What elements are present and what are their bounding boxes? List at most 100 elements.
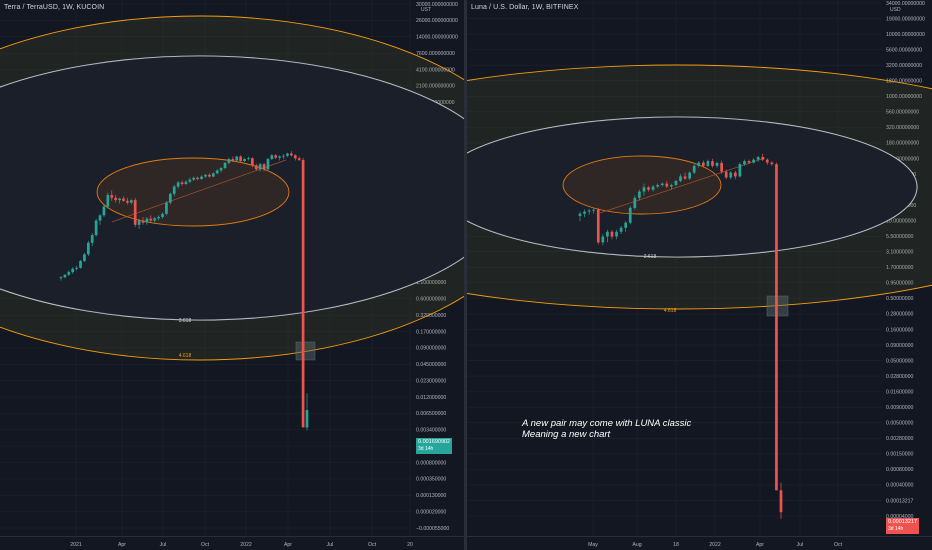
y-axis-tick-label: 1000.00000000 — [886, 94, 922, 100]
x-axis-tick-label: Oct — [368, 542, 377, 548]
candle-body — [165, 202, 168, 214]
y-axis-tick-label: 0.320000000 — [416, 313, 446, 319]
candle-body — [59, 277, 63, 279]
candle-body — [172, 186, 176, 194]
pane-divider[interactable] — [464, 0, 467, 550]
left-last-price: 0.001690902 — [418, 439, 451, 445]
candle-body — [86, 242, 90, 255]
fib-ellipse-inner — [467, 116, 918, 258]
candle-body — [743, 161, 746, 165]
y-axis-tick-label: 3200.00000000 — [886, 63, 922, 69]
orange-ellipse — [562, 155, 722, 215]
candle-body — [239, 156, 242, 162]
left-last-price-badge: 0.001690902 3d 14h — [416, 438, 453, 454]
x-axis-tick-label: Apr — [756, 542, 764, 548]
x-axis-tick-label: Oct — [834, 542, 843, 548]
candle-body — [679, 176, 682, 181]
y-axis-tick-label: 0.00080000 — [886, 467, 914, 473]
candle-body — [161, 213, 164, 217]
y-axis-tick-label: 320.00000000 — [886, 125, 919, 131]
right-chart-canvas[interactable]: 34000.00000000 19000.00000000 10000.000000… — [467, 0, 932, 550]
y-axis-tick-label: 0.16000000 — [886, 327, 914, 333]
left-chart-canvas[interactable]: 30000.000000000 26000.000000000 14000.0000… — [0, 0, 464, 550]
candle-body — [761, 157, 765, 160]
right-symbol-title: Luna / U.S. Dollar, 1W, BITFINEX — [471, 4, 579, 11]
y-axis-tick-label: 5600.00000000 — [886, 47, 922, 53]
y-axis-tick-label: 7600.000000000 — [416, 51, 455, 57]
candle-body — [297, 158, 301, 160]
candle-body — [219, 167, 223, 171]
candle-body — [114, 197, 118, 201]
candle-body — [204, 174, 207, 177]
y-axis-tick-label: 2100.000000000 — [416, 84, 455, 90]
candle-body — [752, 159, 755, 163]
candle-body — [180, 182, 184, 185]
candle-body — [692, 165, 696, 173]
candle-body — [157, 216, 160, 219]
candle-body — [79, 260, 82, 268]
candle-body — [149, 218, 153, 221]
candle-body — [270, 155, 274, 160]
y-axis-tick-label: 0.003400000 — [416, 428, 446, 434]
candle-body — [90, 235, 94, 243]
candle-body — [633, 197, 637, 208]
y-axis-tick-label: 10.00000000 — [886, 218, 916, 224]
candle-body — [624, 222, 628, 228]
annotation-line-1: A new pair may come with LUNA classic — [522, 418, 692, 429]
candle-body — [274, 155, 278, 158]
candle-body — [200, 176, 203, 179]
trend-line — [111, 159, 287, 223]
annotation-line-2: Meaning a new chart — [522, 429, 611, 440]
right-chart-pane[interactable]: 34000.00000000 19000.00000000 10000.000000… — [467, 0, 932, 550]
candle-body — [628, 207, 632, 223]
y-axis-tick-label: 3.10000000 — [886, 250, 914, 256]
candle-body — [227, 159, 231, 163]
candle-body — [122, 198, 125, 201]
candle-body — [670, 185, 673, 187]
fib-ellipse-inner-fill — [0, 56, 464, 320]
candle-body — [651, 186, 655, 190]
candle-body — [258, 164, 262, 170]
candle-body — [701, 162, 705, 166]
candle-body — [71, 268, 75, 273]
candle-body — [118, 198, 121, 201]
candle-body — [601, 236, 605, 243]
candle-body — [250, 158, 254, 166]
candle-body — [770, 162, 774, 165]
fib-level-label: 4.618 — [179, 353, 192, 359]
y-axis-tick-label: 0.00900000 — [886, 405, 914, 411]
y-axis-tick-label: 560.00000000 — [886, 110, 919, 116]
y-axis-tick-label: 0.00040000 — [886, 483, 914, 489]
y-axis-tick-label: 4100.000000000 — [416, 67, 455, 73]
candle-body — [715, 162, 719, 166]
left-symbol-title: Terra / TerraUSD, 1W, KUCOIN — [4, 4, 105, 11]
chart-annotation-text[interactable]: A new pair may come with LUNA classic Me… — [522, 418, 691, 440]
candle-body — [137, 220, 141, 225]
candle-body — [720, 162, 723, 172]
candle-body — [660, 183, 664, 186]
candle-body — [775, 164, 778, 491]
x-axis-tick-label: 2022 — [240, 542, 252, 548]
candle-body — [596, 209, 600, 243]
candle-body — [729, 172, 733, 178]
candle-body — [656, 185, 660, 187]
candle-body — [747, 161, 751, 163]
candle-body — [642, 187, 646, 192]
left-unit-label: UST — [421, 7, 431, 13]
y-axis-tick-label: 0.28000000 — [886, 312, 914, 318]
y-axis-tick-label: 0.00004000 — [886, 514, 914, 520]
candle-body — [301, 159, 305, 428]
candle-body — [688, 172, 691, 179]
y-axis-tick-label: 0.000130000 — [416, 493, 446, 499]
trend-line — [599, 157, 766, 214]
y-axis-tick-label: 1800.00000000 — [886, 79, 922, 85]
y-axis-tick-label: 5.50000000 — [886, 234, 914, 240]
highlight-box — [295, 341, 316, 361]
left-chart-pane[interactable]: 30000.000000000 26000.000000000 14000.0000… — [0, 0, 464, 550]
candle-body — [615, 231, 618, 237]
candle-body — [208, 174, 211, 177]
candle-body — [247, 158, 250, 160]
right-last-price-badge: 0.00013217 3d 14h — [886, 518, 920, 534]
candle-body — [110, 195, 114, 198]
right-unit-label: USD — [890, 7, 901, 13]
